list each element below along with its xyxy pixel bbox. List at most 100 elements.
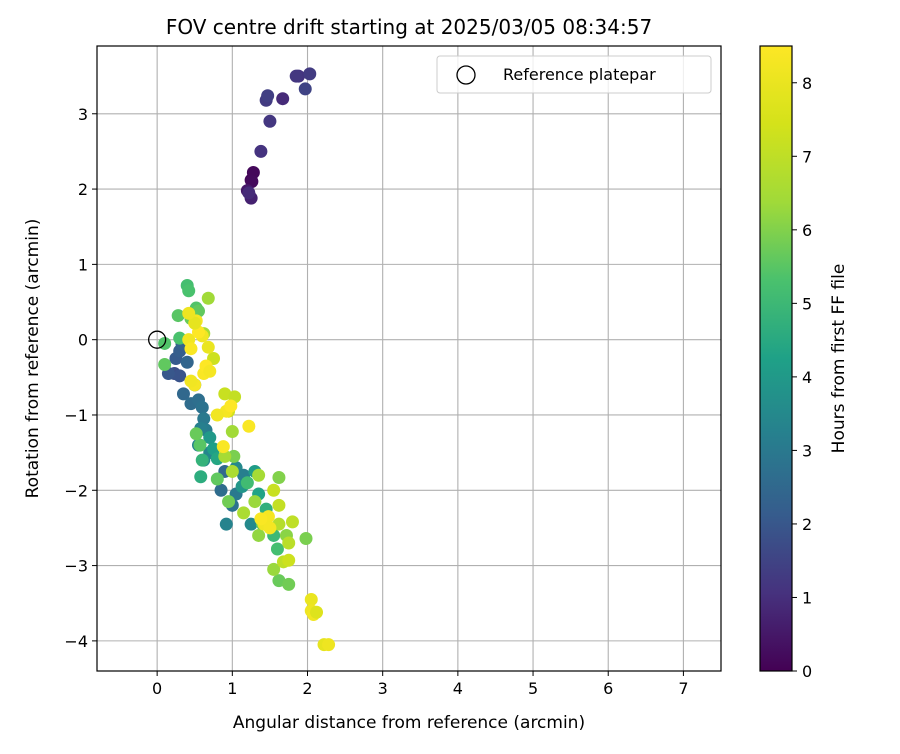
data-point bbox=[272, 470, 286, 484]
data-point bbox=[252, 528, 266, 542]
chart-title: FOV centre drift starting at 2025/03/05 … bbox=[166, 15, 652, 39]
x-axis-label: Angular distance from reference (arcmin) bbox=[233, 713, 585, 733]
data-point bbox=[218, 449, 232, 463]
colorbar: 0 1 2 3 4 5 6 7 8 Hours from first FF file bbox=[759, 45, 849, 681]
data-point bbox=[188, 316, 202, 330]
data-point bbox=[184, 374, 198, 388]
data-point bbox=[210, 472, 224, 486]
data-point bbox=[322, 638, 336, 652]
data-point bbox=[267, 483, 281, 497]
data-point bbox=[242, 186, 256, 200]
data-point bbox=[282, 553, 296, 567]
colorbar-tick-label: 7 bbox=[802, 147, 812, 166]
reference-point bbox=[147, 330, 167, 349]
data-point bbox=[219, 517, 233, 531]
x-tick-label: 1 bbox=[227, 679, 237, 698]
data-point bbox=[207, 442, 221, 456]
data-point bbox=[310, 605, 324, 619]
data-point bbox=[201, 291, 215, 305]
colorbar-tick-label: 2 bbox=[802, 515, 812, 534]
data-point bbox=[227, 449, 241, 463]
data-point bbox=[225, 464, 239, 478]
colorbar-tick-label: 0 bbox=[802, 662, 812, 681]
data-point bbox=[242, 419, 256, 433]
y-axis-label: Rotation from reference (arcmin) bbox=[23, 219, 43, 499]
data-point bbox=[201, 340, 215, 354]
legend-marker-reference bbox=[456, 65, 476, 85]
axis-ticks: 0 1 2 3 4 5 6 7 −4 −3 −2 −1 0 1 2 3 bbox=[64, 105, 688, 698]
data-point bbox=[210, 408, 224, 422]
y-tick-label: 3 bbox=[78, 105, 88, 124]
data-point bbox=[193, 438, 207, 452]
data-point bbox=[304, 592, 318, 606]
y-tick-label: −2 bbox=[64, 481, 88, 500]
data-point bbox=[189, 427, 203, 441]
data-point bbox=[195, 453, 209, 467]
colorbar-tick-label: 5 bbox=[802, 294, 812, 313]
colorbar-tick-label: 1 bbox=[802, 588, 812, 607]
data-point bbox=[254, 144, 268, 158]
data-point bbox=[182, 284, 196, 298]
data-point bbox=[303, 67, 317, 81]
x-tick-label: 5 bbox=[528, 679, 538, 698]
data-point bbox=[173, 369, 187, 383]
legend-entry-reference-platepar: Reference platepar bbox=[503, 65, 656, 84]
data-point bbox=[194, 470, 208, 484]
data-point bbox=[272, 574, 286, 588]
data-point bbox=[222, 495, 236, 509]
data-point bbox=[263, 521, 277, 535]
colorbar-tick-label: 8 bbox=[802, 74, 812, 93]
colorbar-label: Hours from first FF file bbox=[829, 264, 849, 454]
y-tick-label: −3 bbox=[64, 557, 88, 576]
data-point bbox=[184, 342, 198, 356]
x-tick-label: 3 bbox=[378, 679, 388, 698]
data-point bbox=[158, 358, 172, 372]
data-point bbox=[203, 431, 217, 445]
data-point bbox=[282, 577, 296, 591]
y-tick-label: 0 bbox=[78, 331, 88, 350]
data-point bbox=[289, 69, 303, 83]
data-point bbox=[276, 92, 290, 106]
data-point bbox=[282, 536, 296, 550]
data-point bbox=[216, 440, 230, 454]
data-point bbox=[298, 82, 312, 96]
data-point bbox=[224, 399, 238, 413]
x-tick-label: 4 bbox=[453, 679, 463, 698]
data-point bbox=[225, 425, 239, 439]
colorbar-tick-label: 4 bbox=[802, 368, 812, 387]
data-point bbox=[299, 531, 313, 545]
legend-box bbox=[436, 55, 712, 94]
y-tick-label: 2 bbox=[78, 180, 88, 199]
axes-frame bbox=[96, 45, 722, 672]
x-tick-label: 0 bbox=[152, 679, 162, 698]
x-tick-label: 7 bbox=[678, 679, 688, 698]
colorbar-tick-label: 3 bbox=[802, 441, 812, 460]
data-point bbox=[244, 517, 258, 531]
data-point bbox=[195, 400, 209, 414]
data-point bbox=[214, 483, 228, 497]
data-point bbox=[263, 114, 277, 128]
data-point bbox=[267, 562, 281, 576]
data-point bbox=[197, 412, 211, 426]
data-point bbox=[182, 306, 196, 320]
legend: Reference platepar bbox=[436, 55, 712, 94]
data-point bbox=[203, 364, 217, 378]
data-point bbox=[180, 355, 194, 369]
y-tick-label: −4 bbox=[64, 632, 88, 651]
x-tick-label: 2 bbox=[302, 679, 312, 698]
data-point bbox=[254, 512, 268, 526]
data-point bbox=[176, 387, 190, 401]
data-point bbox=[218, 387, 232, 401]
colorbar-tick-label: 6 bbox=[802, 221, 812, 240]
data-points bbox=[147, 67, 336, 652]
data-point bbox=[261, 89, 275, 103]
data-point bbox=[285, 515, 299, 529]
colorbar-gradient bbox=[759, 45, 793, 672]
x-tick-label: 6 bbox=[603, 679, 613, 698]
data-point bbox=[248, 495, 262, 509]
y-tick-label: −1 bbox=[64, 406, 88, 425]
data-point bbox=[252, 468, 266, 482]
colorbar-ticks: 0 1 2 3 4 5 6 7 8 bbox=[792, 74, 812, 681]
